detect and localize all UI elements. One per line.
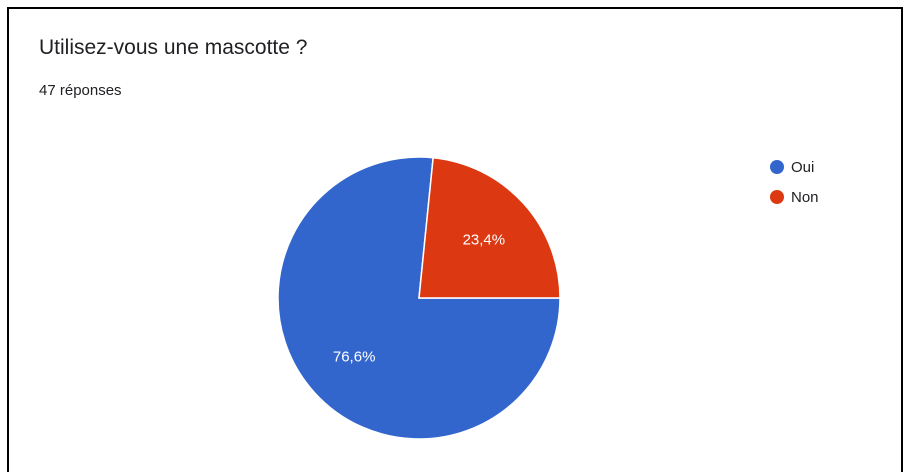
legend-swatch-non [770,190,784,204]
legend-label-non[interactable]: Non [791,189,819,206]
slice-label-oui: 76,6% [333,349,376,366]
slice-label-non: 23,4% [463,231,506,248]
pie-chart: 76,6% 23,4% Oui Non [277,156,819,440]
legend-label-oui[interactable]: Oui [791,159,814,176]
legend-swatch-oui [770,160,784,174]
pie-slice-non [418,156,561,299]
question-title: Utilisez-vous une mascotte ? [39,36,308,59]
chart-card: Utilisez-vous une mascotte ? 47 réponses… [7,7,903,472]
response-count: 47 réponses [39,82,122,99]
